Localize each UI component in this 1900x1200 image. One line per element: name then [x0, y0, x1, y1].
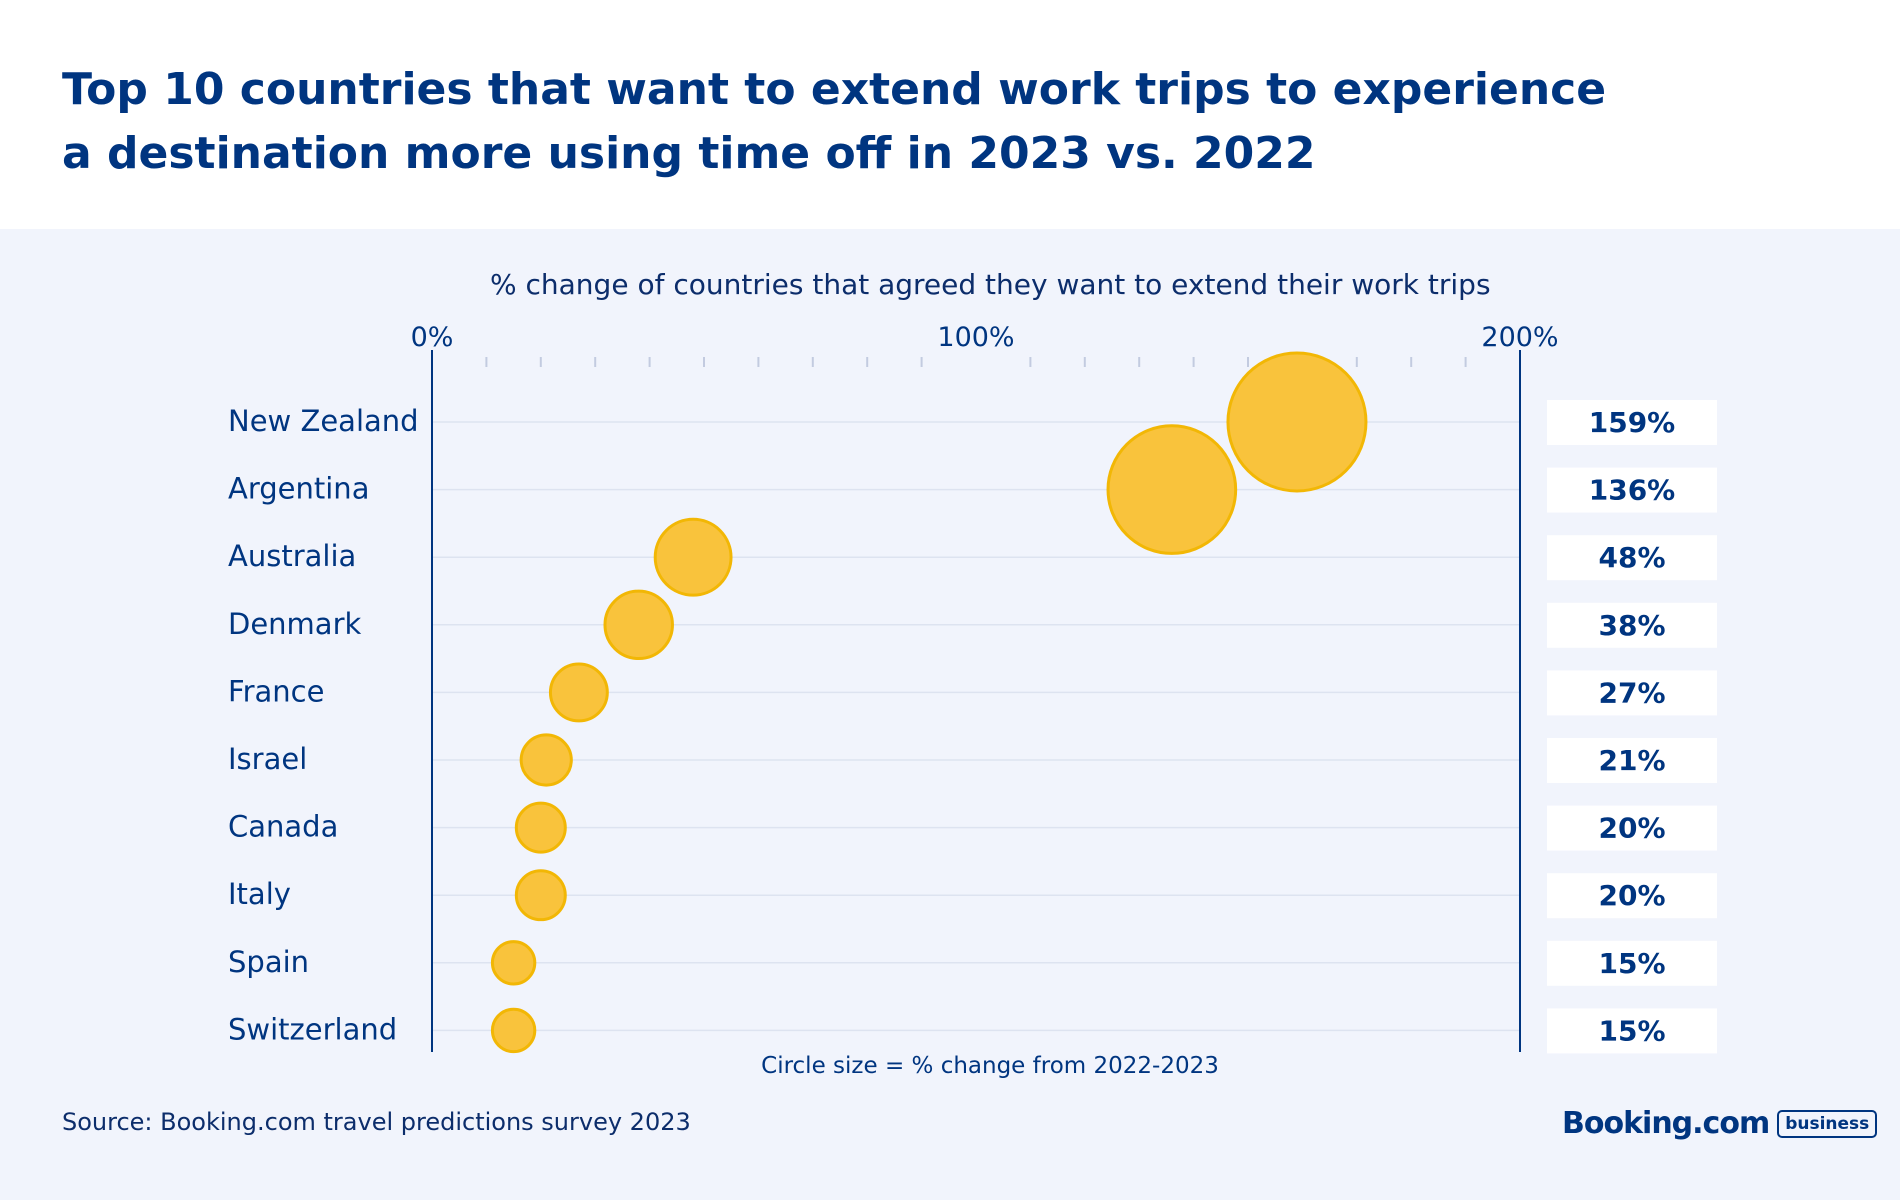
- bubble-point: [653, 517, 733, 597]
- value-box: [1547, 738, 1717, 783]
- bubble-point: [1106, 424, 1238, 555]
- bubble-point: [1226, 351, 1368, 493]
- logo-badge: business: [1777, 1109, 1878, 1138]
- category-label: Argentina: [228, 472, 369, 506]
- bubble-point: [490, 940, 537, 986]
- value-box: [1547, 467, 1717, 513]
- source-note: Source: Booking.com travel predictions s…: [62, 1108, 691, 1136]
- value-box: [1547, 1008, 1717, 1054]
- value-box: [1547, 873, 1717, 919]
- bubble-point: [514, 801, 567, 854]
- bubble-point: [490, 1007, 537, 1054]
- value-box: [1547, 805, 1717, 851]
- category-label: Canada: [228, 810, 338, 844]
- value-label: 159%: [1589, 406, 1676, 439]
- value-label: 27%: [1598, 676, 1665, 709]
- booking-business-logo: Booking.com business: [1562, 1106, 1878, 1141]
- value-label: 21%: [1598, 744, 1665, 777]
- value-label: 48%: [1598, 541, 1665, 574]
- title-line-2: a destination more using time off in 202…: [62, 128, 1316, 179]
- bubble-point: [519, 733, 573, 787]
- title-line-1: Top 10 countries that want to extend wor…: [62, 64, 1607, 115]
- value-label: 15%: [1598, 1014, 1665, 1047]
- size-note: Circle size = % change from 2022-2023: [761, 1053, 1219, 1079]
- category-label: Switzerland: [228, 1012, 397, 1046]
- value-box: [1547, 670, 1717, 716]
- category-label: Australia: [228, 539, 356, 573]
- category-label: France: [228, 674, 324, 708]
- bubble-point: [514, 869, 567, 922]
- value-box: [1547, 602, 1717, 648]
- value-box: [1547, 400, 1717, 445]
- category-label: Italy: [228, 877, 291, 911]
- logo-wordmark: Booking.com: [1562, 1106, 1770, 1141]
- value-label: 15%: [1598, 947, 1665, 980]
- chart-title: Top 10 countries that want to extend wor…: [62, 58, 1662, 186]
- category-label: Denmark: [228, 607, 361, 641]
- header: Top 10 countries that want to extend wor…: [0, 0, 1900, 229]
- value-label: 38%: [1598, 609, 1665, 642]
- x-tick-label: 0%: [411, 322, 454, 353]
- value-label: 136%: [1589, 474, 1676, 507]
- value-label: 20%: [1598, 812, 1665, 845]
- value-box: [1547, 940, 1717, 986]
- category-label: New Zealand: [228, 404, 419, 438]
- value-label: 20%: [1598, 879, 1665, 912]
- value-box: [1547, 535, 1717, 581]
- category-label: Spain: [228, 945, 309, 979]
- chart-subtitle-text: % change of countries that agreed they w…: [490, 268, 1491, 301]
- x-tick-label: 100%: [937, 322, 1014, 353]
- bubble-point: [548, 662, 609, 723]
- x-tick-label: 200%: [1481, 322, 1558, 353]
- category-label: Israel: [228, 742, 307, 776]
- bubble-point: [603, 589, 674, 661]
